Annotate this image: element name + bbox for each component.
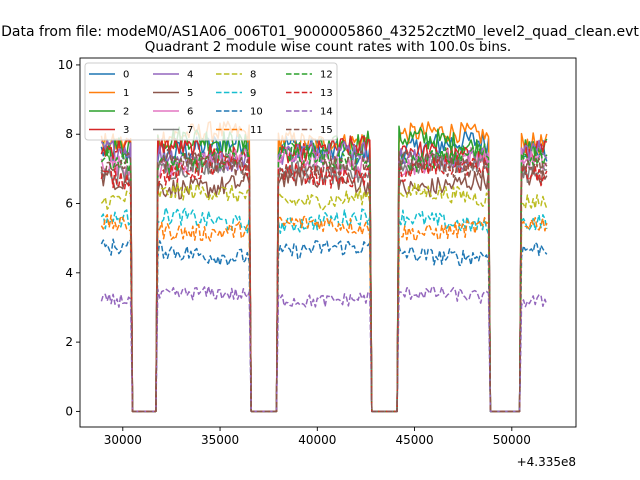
y-tick-label: 0 <box>65 404 73 418</box>
legend-label-12: 12 <box>320 70 333 81</box>
y-axis: 0 2 4 6 8 10 <box>58 58 80 418</box>
series-line-5 <box>100 166 548 413</box>
legend-label-4: 4 <box>187 70 193 81</box>
y-tick-label: 10 <box>58 58 73 72</box>
legend-label-2: 2 <box>123 107 129 118</box>
legend-label-7: 7 <box>187 125 193 136</box>
series-line-15 <box>100 148 548 413</box>
legend-label-10: 10 <box>250 107 263 118</box>
series-line-7 <box>100 152 548 413</box>
series-line-11 <box>100 214 548 413</box>
legend-box <box>84 62 338 141</box>
x-axis: 30000 35000 40000 45000 50000 <box>104 427 531 447</box>
series-line-14 <box>100 285 548 413</box>
plot-frame <box>79 57 577 428</box>
series-line-10 <box>100 238 548 413</box>
legend-label-11: 11 <box>250 125 263 136</box>
x-tick-label: 40000 <box>298 433 336 447</box>
legend-label-13: 13 <box>320 88 333 99</box>
y-tick-label: 2 <box>65 335 73 349</box>
x-tick-label: 45000 <box>395 433 433 447</box>
x-tick-label: 50000 <box>493 433 531 447</box>
x-tick-label: 35000 <box>201 433 239 447</box>
legend-label-3: 3 <box>123 125 129 136</box>
series-line-13 <box>100 155 548 413</box>
y-tick-label: 8 <box>65 127 73 141</box>
y-tick-label: 6 <box>65 197 73 211</box>
y-tick-label: 4 <box>65 266 73 280</box>
legend-label-15: 15 <box>320 125 333 136</box>
legend-label-1: 1 <box>123 88 129 99</box>
legend-label-14: 14 <box>320 107 333 118</box>
series-layer <box>100 120 548 413</box>
x-offset-label: +4.335e8 <box>517 455 576 469</box>
chart-title: Quadrant 2 module wise count rates with … <box>145 39 511 55</box>
x-tick-label: 30000 <box>104 433 142 447</box>
series-line-8 <box>100 182 548 413</box>
legend-label-5: 5 <box>187 88 193 99</box>
legend-label-8: 8 <box>250 70 256 81</box>
legend-label-6: 6 <box>187 107 193 118</box>
legend-label-9: 9 <box>250 88 256 99</box>
figure-suptitle: Data from file: modeM0/AS1A06_006T01_900… <box>1 24 639 40</box>
series-line-9 <box>100 206 548 413</box>
legend-label-0: 0 <box>123 70 129 81</box>
